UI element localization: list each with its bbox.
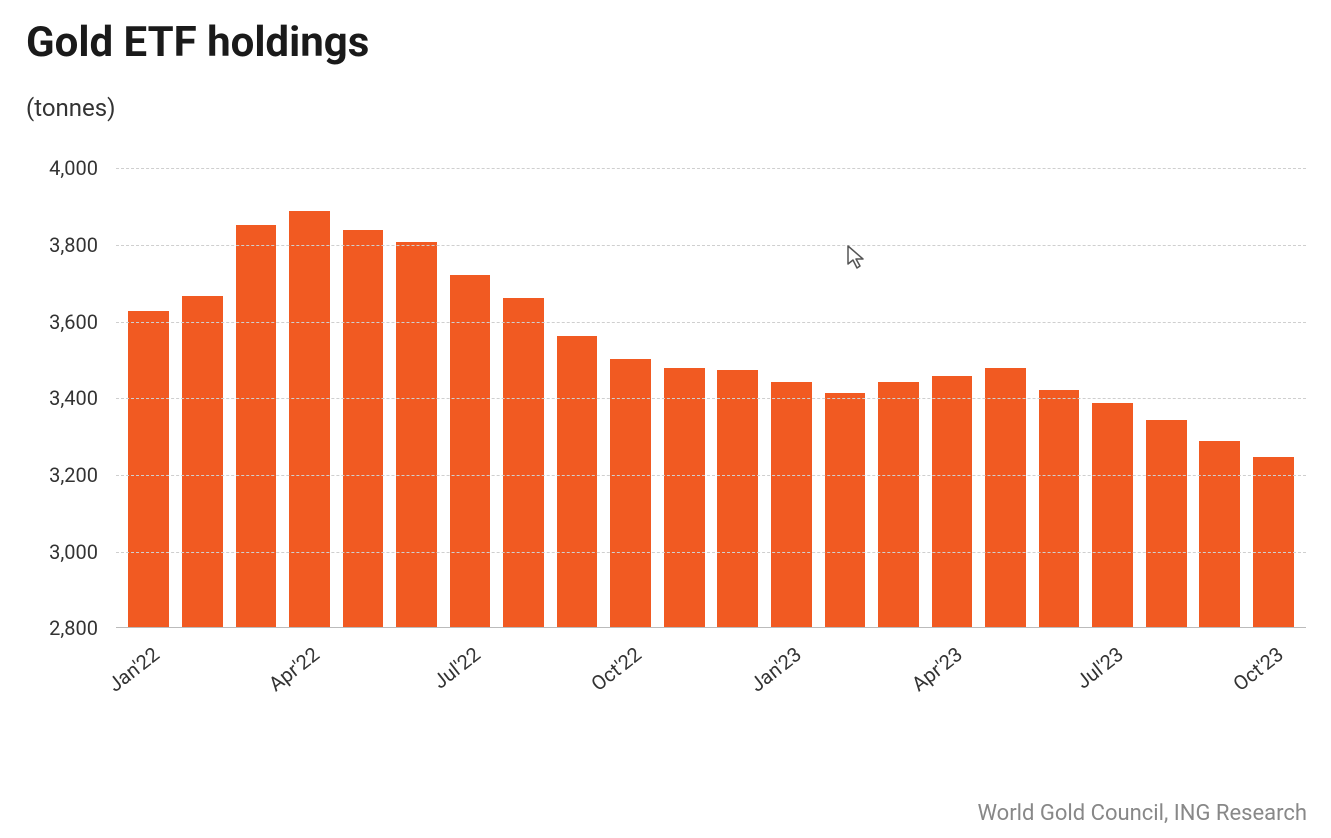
y-tick-label: 3,000 bbox=[49, 540, 98, 564]
bar bbox=[343, 230, 384, 627]
grid-line bbox=[116, 322, 1306, 323]
bar bbox=[771, 382, 812, 627]
x-axis: Jan'22Apr'22Jul'22Oct'22Jan'23Apr'23Jul'… bbox=[116, 632, 1306, 722]
bar bbox=[503, 298, 544, 628]
y-axis: 2,8003,0003,2003,4003,6003,8004,000 bbox=[20, 168, 110, 628]
bar bbox=[557, 336, 598, 627]
y-tick-label: 2,800 bbox=[49, 616, 98, 640]
x-tick-label: Jan'22 bbox=[103, 642, 163, 697]
x-tick-label: Apr'22 bbox=[264, 642, 324, 696]
bar bbox=[182, 296, 223, 628]
bar bbox=[396, 242, 437, 627]
x-tick-label: Apr'23 bbox=[907, 642, 967, 696]
grid-line bbox=[116, 168, 1306, 169]
bar bbox=[1199, 441, 1240, 627]
y-tick-label: 3,600 bbox=[49, 310, 98, 334]
y-tick-label: 4,000 bbox=[49, 156, 98, 180]
plot-area bbox=[116, 168, 1306, 628]
grid-line bbox=[116, 245, 1306, 246]
bar bbox=[825, 393, 866, 627]
grid-line bbox=[116, 475, 1306, 476]
bar bbox=[128, 311, 169, 627]
x-tick-label: Oct'23 bbox=[1228, 642, 1287, 696]
x-tick-label: Oct'22 bbox=[586, 642, 645, 696]
y-tick-label: 3,400 bbox=[49, 386, 98, 410]
bar bbox=[1092, 403, 1133, 627]
bar bbox=[932, 376, 973, 627]
chart-title: Gold ETF holdings bbox=[26, 20, 1311, 66]
bar bbox=[1146, 420, 1187, 627]
x-tick-label: Jul'23 bbox=[1071, 642, 1127, 693]
bar bbox=[289, 211, 330, 627]
bar bbox=[450, 275, 491, 628]
x-tick-label: Jan'23 bbox=[746, 642, 806, 697]
grid-line bbox=[116, 552, 1306, 553]
bar bbox=[717, 370, 758, 627]
source-attribution: World Gold Council, ING Research bbox=[977, 801, 1307, 826]
bar bbox=[664, 368, 705, 627]
bar bbox=[1039, 390, 1080, 628]
bar bbox=[878, 382, 919, 627]
y-tick-label: 3,800 bbox=[49, 233, 98, 257]
chart-area: 2,8003,0003,2003,4003,6003,8004,000 Jan'… bbox=[20, 168, 1320, 728]
x-tick-label: Jul'22 bbox=[428, 642, 484, 693]
grid-line bbox=[116, 398, 1306, 399]
chart-subtitle: (tonnes) bbox=[26, 94, 1311, 122]
bar bbox=[985, 368, 1026, 627]
bar bbox=[236, 225, 277, 628]
y-tick-label: 3,200 bbox=[49, 463, 98, 487]
bar bbox=[1253, 457, 1294, 628]
chart-container: Gold ETF holdings (tonnes) 2,800 3,000 3,2… bbox=[0, 0, 1331, 838]
